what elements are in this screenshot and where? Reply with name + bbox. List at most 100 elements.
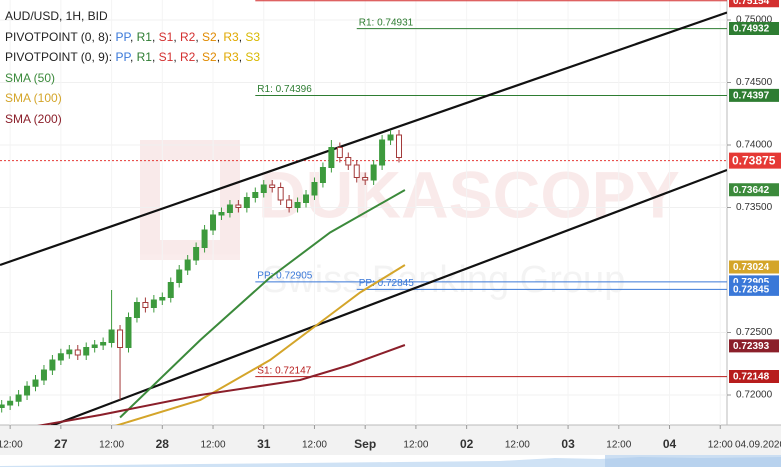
x-tick-label: 12:00 — [708, 440, 733, 451]
pivot-level-label: PP: 0.72905 — [257, 271, 312, 282]
watermark: DUKASCOPY Swiss Banking Group — [140, 140, 680, 301]
candle-body — [193, 247, 200, 261]
price-marker-label: 0.72845 — [733, 285, 770, 296]
pivot-level-label: S1: 0.72147 — [257, 365, 311, 376]
navigator-window — [605, 455, 781, 467]
price-marker-label: 0.72393 — [733, 341, 770, 352]
x-tick-label: 12:00 — [302, 440, 327, 451]
legend-separator: , — [129, 29, 137, 44]
x-axis-band — [0, 425, 781, 455]
x-tick-label: 28 — [156, 437, 170, 451]
candle-body — [100, 342, 107, 346]
price-marker — [729, 260, 779, 274]
candle-body — [303, 194, 310, 203]
trendline — [50, 168, 727, 425]
legend-separator: , — [216, 29, 224, 44]
candle-body — [49, 359, 56, 371]
candle-body — [345, 157, 352, 166]
price-marker — [729, 88, 779, 102]
candle-body — [57, 353, 64, 361]
sma-line — [37, 344, 406, 425]
candle-body — [15, 394, 22, 402]
candle-body — [387, 134, 394, 141]
legend-item: S3 — [245, 29, 261, 44]
y-tick-label: 0.75000 — [736, 15, 773, 26]
candle-body — [252, 192, 259, 198]
price-marker-label: 0.72148 — [733, 372, 770, 383]
legend-row: PIVOTPOINT (0, 8): PP, R1, S1, R2, S2, R… — [5, 27, 260, 48]
candle-body — [226, 204, 233, 213]
candle-body — [218, 212, 225, 216]
legend-item: S1 — [158, 29, 174, 44]
y-tick-label: 0.72000 — [736, 390, 773, 401]
candle-body — [210, 214, 217, 231]
legend-separator: , — [216, 50, 224, 64]
candle-body — [362, 177, 369, 181]
candle-body — [24, 385, 31, 396]
candle-body — [328, 147, 335, 168]
legend-separator: , — [195, 29, 203, 44]
candle-body — [133, 302, 140, 318]
legend-item: R2 — [180, 50, 196, 64]
legend-separator: , — [151, 29, 159, 44]
legend-title: AUD/USD, 1H, BID — [5, 9, 108, 23]
legend-item: S2 — [202, 29, 217, 44]
legend-separator: , — [129, 50, 137, 64]
candle-body — [201, 229, 208, 248]
candle-body — [108, 329, 115, 343]
last-price-marker — [729, 152, 781, 169]
candle-body — [176, 269, 183, 283]
candle-body — [269, 184, 276, 188]
pivot-level-label: PP: 0.72845 — [359, 278, 414, 289]
x-tick-label: 04 — [663, 437, 677, 451]
price-marker — [729, 22, 779, 35]
x-tick-label: 12:00 — [0, 440, 23, 451]
candle-body — [83, 347, 90, 356]
legend-separator: , — [238, 29, 246, 44]
candle-body — [91, 344, 98, 348]
legend-item: S2 — [202, 50, 217, 64]
legend-item: S3 — [245, 50, 261, 64]
candle-body — [294, 202, 301, 208]
pivot-level-label: R1: 0.74931 — [359, 17, 414, 28]
candle-body — [379, 139, 386, 166]
price-marker-label: 0.74932 — [733, 24, 770, 35]
candle-body — [117, 329, 124, 348]
legend-series: SMA (50) — [5, 70, 56, 85]
price-marker-label: 0.73024 — [733, 262, 770, 273]
legend-separator: , — [195, 50, 203, 64]
price-marker — [729, 370, 779, 383]
x-tick-label: 12:00 — [505, 440, 530, 451]
candle-body — [243, 197, 250, 208]
candle-body — [286, 199, 293, 208]
candle-body — [159, 297, 166, 301]
candle-body — [184, 259, 191, 271]
candle-body — [74, 349, 81, 356]
candle-body — [353, 164, 360, 178]
candle-body — [142, 302, 149, 308]
watermark-title: DUKASCOPY — [258, 157, 680, 231]
x-tick-label: 03 — [561, 437, 575, 451]
legend-item: PP — [115, 29, 130, 44]
price-marker-label: 0.72905 — [733, 277, 770, 288]
candle-body — [311, 182, 318, 196]
x-tick-label: 27 — [54, 437, 68, 451]
x-tick-label: 12:00 — [201, 440, 226, 451]
legend-separator: , — [151, 50, 159, 64]
legend-item: PP — [115, 50, 130, 64]
candle-body — [370, 164, 377, 181]
legend-item: S1 — [158, 50, 174, 64]
sma-line — [114, 264, 406, 425]
legend-label: PIVOTPOINT (0, 9): — [5, 50, 113, 64]
price-marker-label: 0.73642 — [733, 185, 770, 196]
candle-body — [260, 184, 267, 193]
candle-body — [7, 400, 14, 406]
candle-body — [32, 379, 39, 387]
legend-series: SMA (200) — [5, 111, 62, 126]
legend-item: R1 — [136, 29, 152, 44]
date-stamp: 04.09.2020 — [735, 440, 781, 451]
y-tick-label: 0.72500 — [736, 327, 773, 338]
